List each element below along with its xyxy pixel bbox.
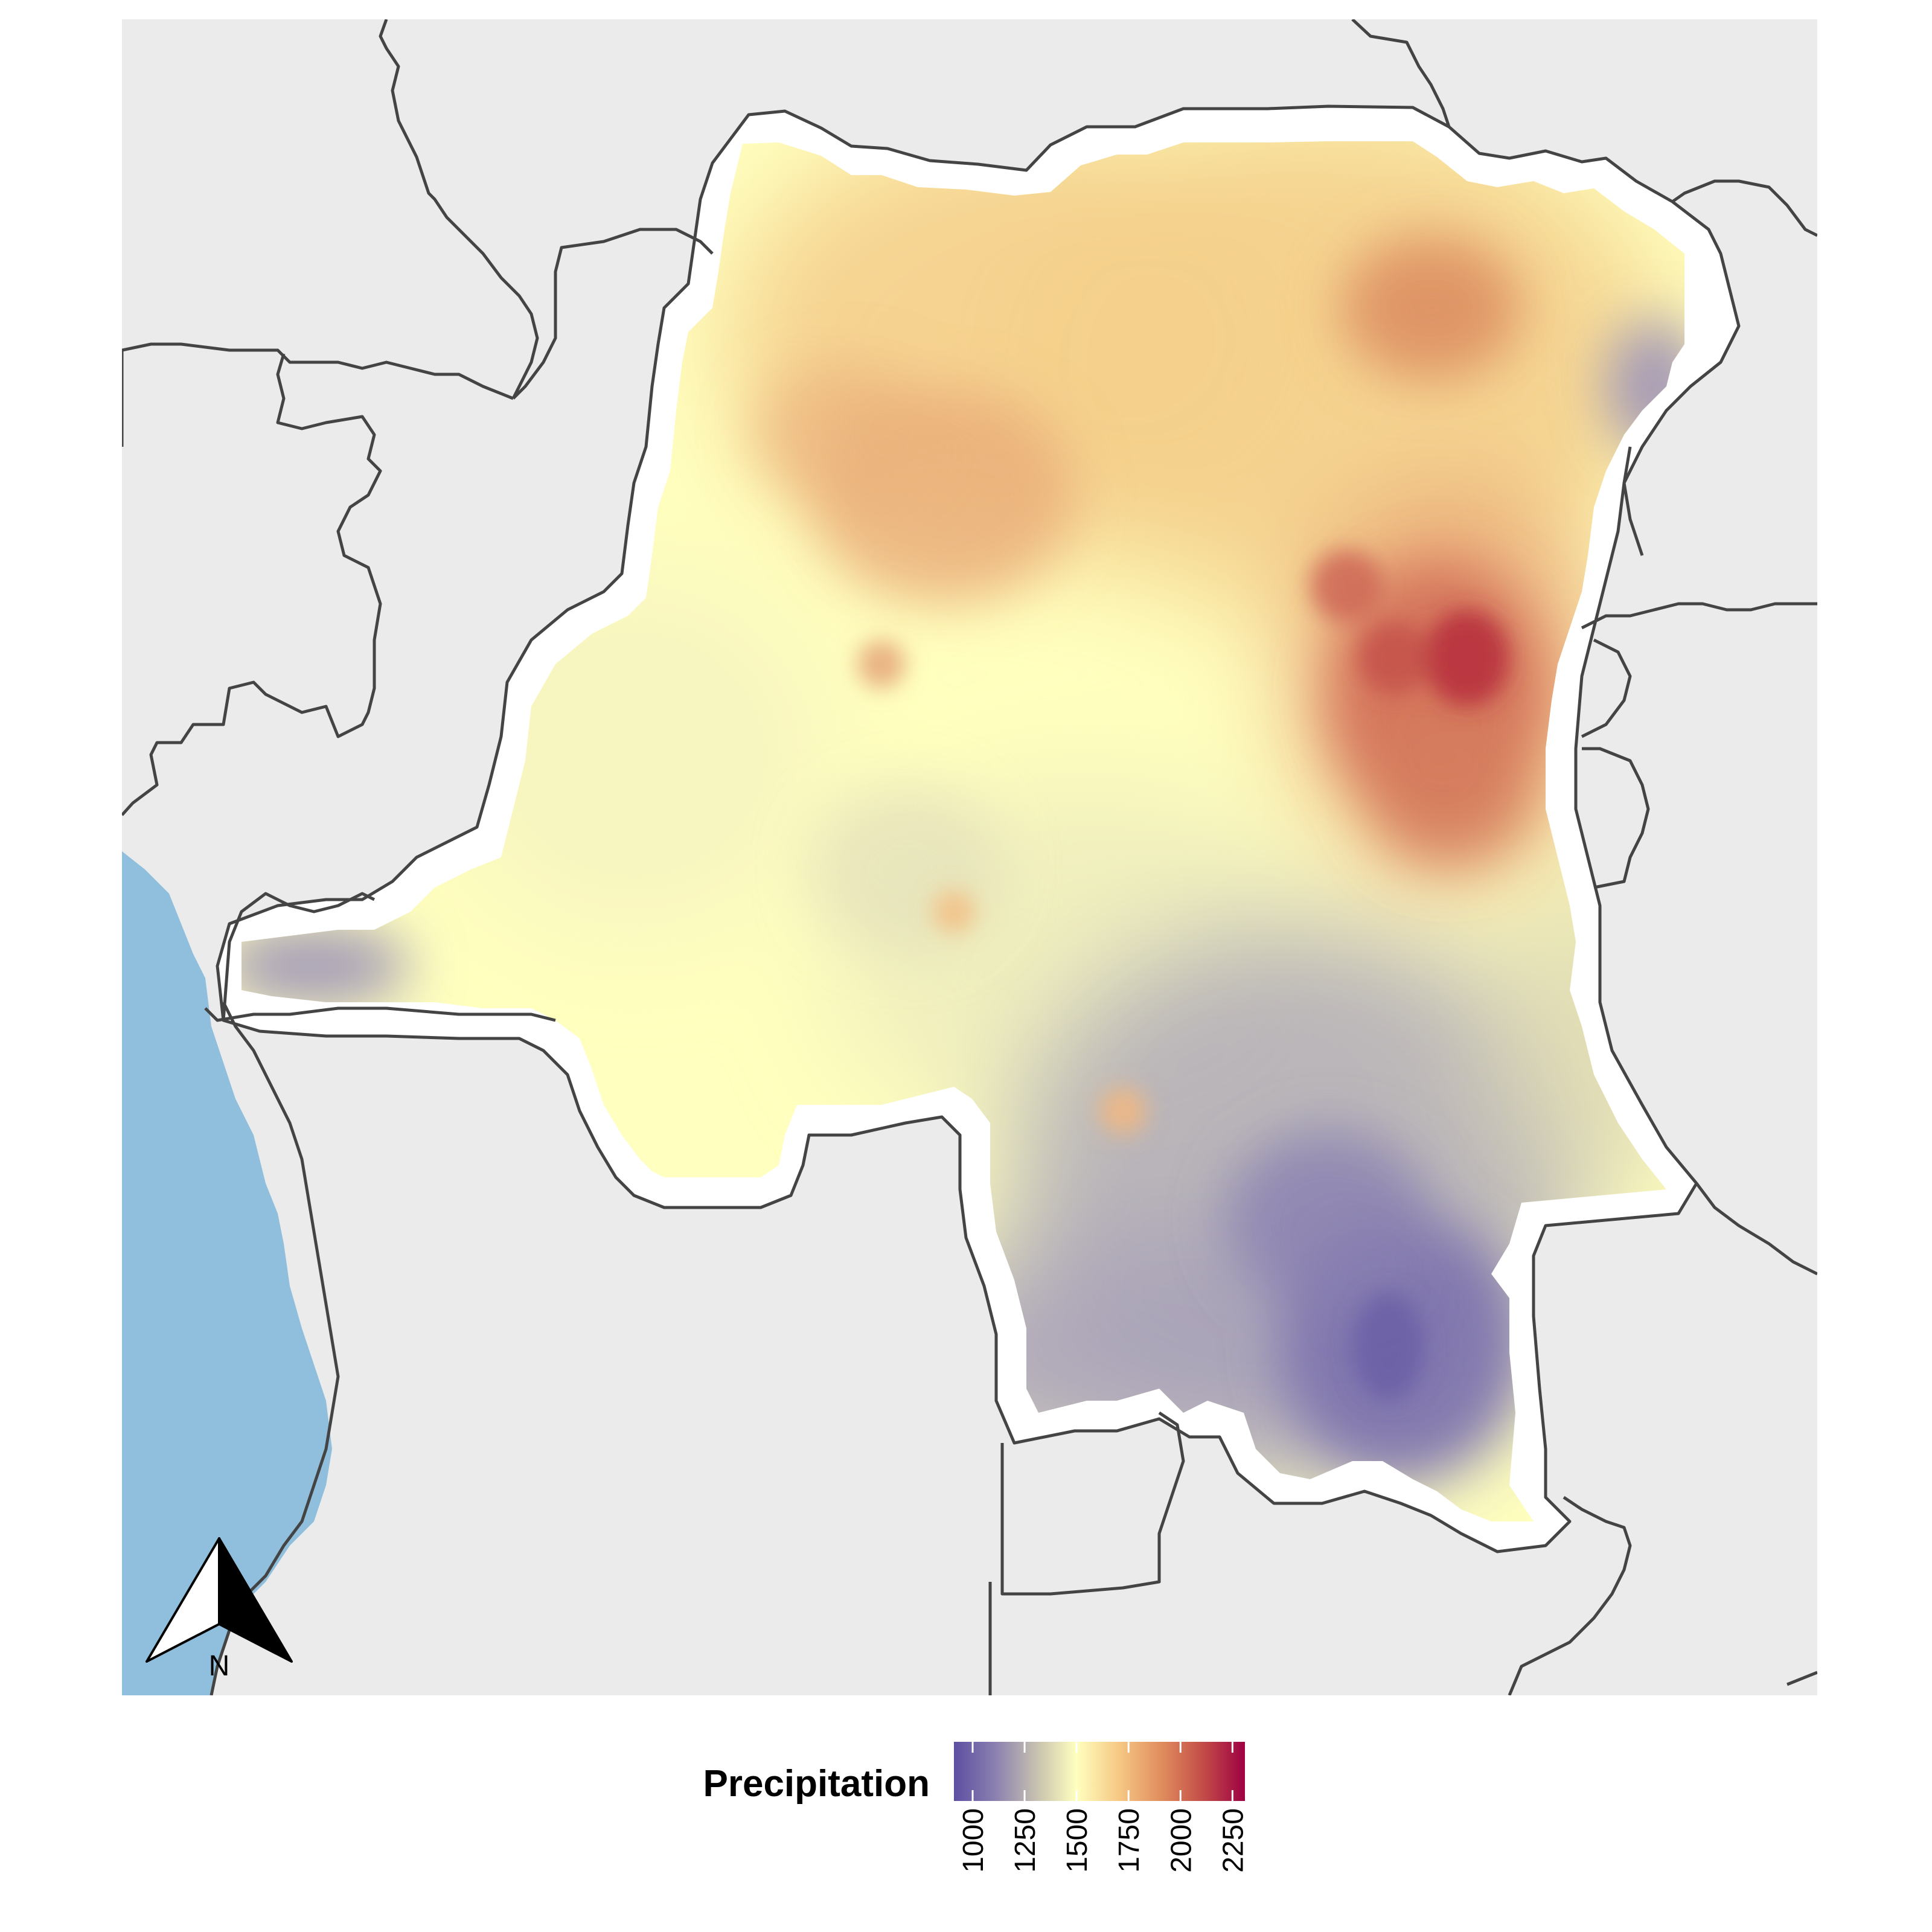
legend-colorbar	[954, 1742, 1245, 1801]
north-arrow-label: N	[209, 1650, 230, 1682]
north-arrow: N	[146, 1537, 293, 1682]
legend-tick-label: 1250	[1009, 1808, 1041, 1873]
country-borders	[122, 19, 1817, 1695]
legend-tick-label: 1500	[1061, 1808, 1093, 1873]
north-arrow-dark-half	[218, 1537, 293, 1663]
ocean-area	[122, 851, 332, 1695]
legend-tick-label: 2000	[1165, 1808, 1197, 1873]
legend-title: Precipitation	[703, 1763, 930, 1805]
legend: Precipitation 1000 1250 1500 1750 2000 2250	[703, 1742, 1249, 1873]
legend-tick-label: 2250	[1217, 1808, 1249, 1873]
legend-tick-label: 1750	[1113, 1808, 1145, 1873]
legend-tick-label: 1000	[958, 1808, 990, 1873]
